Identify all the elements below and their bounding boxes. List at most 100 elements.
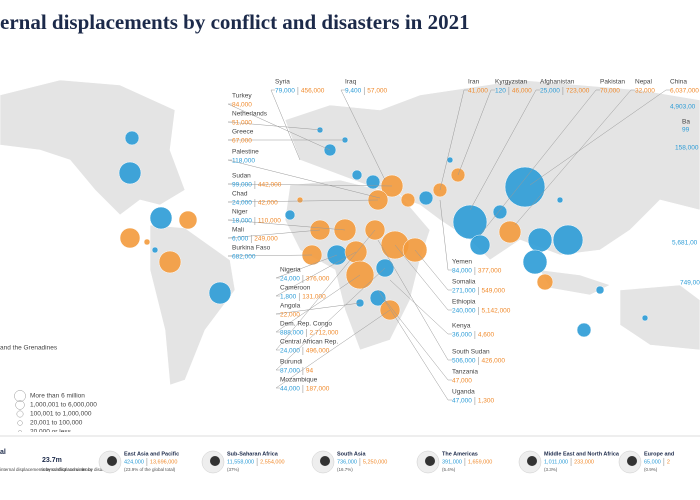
disaster-value: 22,000	[280, 312, 300, 319]
region-share: (0.9%)	[644, 467, 658, 472]
leader-line	[275, 302, 361, 315]
country-name: Kyrgyzstan	[495, 79, 528, 86]
leader-line	[275, 274, 361, 333]
disaster-value: 2,712,000	[310, 330, 339, 337]
region-shape	[210, 456, 220, 466]
disaster-value: 6,037,000	[670, 88, 699, 95]
disaster-value: 376,000	[306, 276, 330, 283]
country-name: Niger	[232, 209, 248, 216]
leader-line	[227, 103, 331, 151]
leader-line	[227, 183, 393, 187]
region-name: East Asia and Pacific	[124, 451, 179, 457]
disaster-value: 42,000	[258, 200, 278, 207]
country-name: Chad	[232, 191, 248, 198]
leader-line	[340, 89, 386, 181]
country-name: Cameroon	[280, 285, 311, 292]
country-name: Yemen	[452, 259, 472, 266]
bubble	[296, 196, 304, 204]
edge-label: 4,903,00	[670, 104, 696, 111]
conflict-value: 24,000	[280, 348, 300, 355]
region-disaster: 2,554,000	[260, 459, 284, 465]
country-name: Greece	[232, 129, 254, 136]
country-name: Iran	[468, 79, 480, 86]
country-name: Syria	[275, 79, 290, 86]
disaster-value: 70,000	[600, 88, 620, 95]
disaster-value: 442,000	[258, 182, 282, 189]
conflict-value: 25,000	[540, 88, 560, 95]
bubble	[208, 281, 232, 305]
conflict-value: 271,000	[452, 288, 476, 295]
leader-line	[270, 89, 301, 161]
region-conflict: 424,000	[124, 459, 144, 465]
leader-line	[275, 229, 376, 351]
bubble	[119, 227, 141, 249]
bubble	[527, 227, 553, 253]
disaster-value: 549,000	[482, 288, 506, 295]
legend-label: 100,001 to 1,000,000	[30, 411, 92, 418]
region-disaster: 5,250,000	[363, 459, 387, 465]
bubble	[452, 204, 488, 240]
country-name: Pakistan	[600, 79, 625, 86]
region-shape	[527, 456, 537, 466]
disaster-value: 1,300	[478, 398, 495, 405]
leader-line	[275, 309, 391, 389]
leader-line	[377, 289, 452, 401]
leader-line	[227, 254, 313, 257]
bubble	[552, 224, 584, 256]
total-label: al	[0, 449, 6, 456]
country-name: Sudan	[232, 173, 251, 180]
leader-line	[529, 89, 670, 186]
disaster-value: 47,000	[452, 378, 472, 385]
disaster-value: 249,000	[254, 236, 278, 243]
disaster-value: 110,000	[258, 218, 281, 225]
region-share: (16.7%)	[337, 467, 353, 472]
disaster-value: 496,000	[306, 348, 330, 355]
edge-label: 5,681,00	[672, 240, 698, 247]
disaster-value: 32,000	[635, 88, 655, 95]
leader-line	[479, 89, 600, 236]
conflict-value: 120	[495, 88, 506, 95]
country-name: Angola	[280, 303, 301, 310]
bubble	[418, 190, 434, 206]
disaster-value: 51,000	[232, 120, 252, 127]
region-conflict: 391,000	[442, 459, 462, 465]
legend-label: More than 6 million	[30, 393, 85, 400]
region-disaster: 1,659,000	[468, 459, 492, 465]
region-name: Europe and	[644, 451, 674, 457]
bubble	[504, 166, 546, 208]
bubble	[178, 210, 198, 230]
bubble	[151, 246, 159, 254]
disaster-value: 377,000	[478, 268, 502, 275]
legend-label: 20,001 to 100,000	[30, 420, 83, 427]
disaster-value: 57,000	[367, 88, 387, 95]
leader-line	[394, 244, 452, 311]
region-share: (5.4%)	[442, 467, 456, 472]
disaster-value: 67,000	[232, 138, 252, 145]
conflict-value: 240,000	[452, 308, 476, 315]
conflict-value: 47,000	[452, 398, 472, 405]
leader-line	[227, 229, 321, 239]
edge-label: 158,000	[675, 145, 699, 152]
country-name: Central African Rep.	[280, 339, 338, 346]
region-disaster: 233,000	[574, 459, 594, 465]
region-name: Sub-Saharan Africa	[227, 451, 279, 457]
region-shape	[107, 456, 117, 466]
bubble	[124, 130, 140, 146]
disaster-value: 84,000	[232, 102, 252, 109]
country-name: Nigeria	[280, 267, 301, 274]
bubble	[498, 220, 522, 244]
country-name: Mali	[232, 227, 244, 234]
leader-line	[227, 199, 379, 203]
region-conflict: 736,000	[337, 459, 357, 465]
bubble	[576, 322, 592, 338]
bubble	[595, 285, 605, 295]
region-disaster: 2	[667, 459, 670, 465]
bubble	[365, 174, 381, 190]
conflict-value: 84,000	[452, 268, 472, 275]
conflict-value: 79,000	[275, 88, 295, 95]
region-share: (37%)	[227, 467, 240, 472]
world-map	[0, 79, 700, 386]
leader-line	[469, 89, 540, 211]
bubble	[284, 209, 296, 221]
